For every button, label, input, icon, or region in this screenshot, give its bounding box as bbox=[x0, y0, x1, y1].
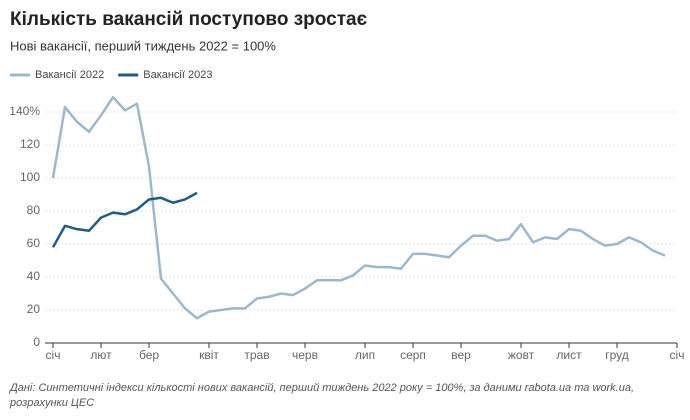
x-tick-label: серп bbox=[400, 348, 426, 362]
y-tick-label: 80 bbox=[27, 203, 41, 217]
legend-label: Вакансії 2023 bbox=[143, 69, 212, 81]
series-line bbox=[51, 95, 666, 320]
x-tick-label: черв bbox=[292, 348, 318, 362]
x-tick-label: груд bbox=[605, 348, 629, 362]
y-tick-label: 40 bbox=[27, 269, 41, 283]
x-tick-label: січ bbox=[46, 348, 61, 362]
x-tick-label: лют bbox=[90, 348, 112, 362]
y-tick-label: 100 bbox=[20, 170, 40, 184]
source-note: розрахунки ЦЕС bbox=[9, 397, 94, 409]
x-tick-label: трав bbox=[244, 348, 269, 362]
y-tick-label: 0 bbox=[33, 335, 40, 349]
x-tick-label: квіт bbox=[199, 348, 219, 362]
x-tick-label: лист bbox=[556, 348, 582, 362]
x-tick-label: лип bbox=[355, 348, 375, 362]
y-tick-label: 20 bbox=[27, 302, 41, 316]
x-tick-label: січ bbox=[670, 348, 685, 362]
series-line bbox=[51, 191, 198, 248]
y-tick-label: 140% bbox=[9, 104, 40, 118]
x-tick-label: бер bbox=[139, 348, 159, 362]
source-note: Дані: Синтетичні індекси кількості нових… bbox=[8, 382, 634, 394]
x-tick-label: вер bbox=[451, 348, 471, 362]
y-tick-label: 120 bbox=[20, 137, 40, 151]
x-tick-label: жовт bbox=[508, 348, 535, 362]
chart-title: Кількість вакансій поступово зростає bbox=[10, 9, 368, 30]
legend-label: Вакансії 2022 bbox=[35, 69, 104, 81]
y-tick-label: 60 bbox=[27, 236, 41, 250]
chart-subtitle: Нові вакансії, перший тиждень 2022 = 100… bbox=[10, 38, 276, 53]
